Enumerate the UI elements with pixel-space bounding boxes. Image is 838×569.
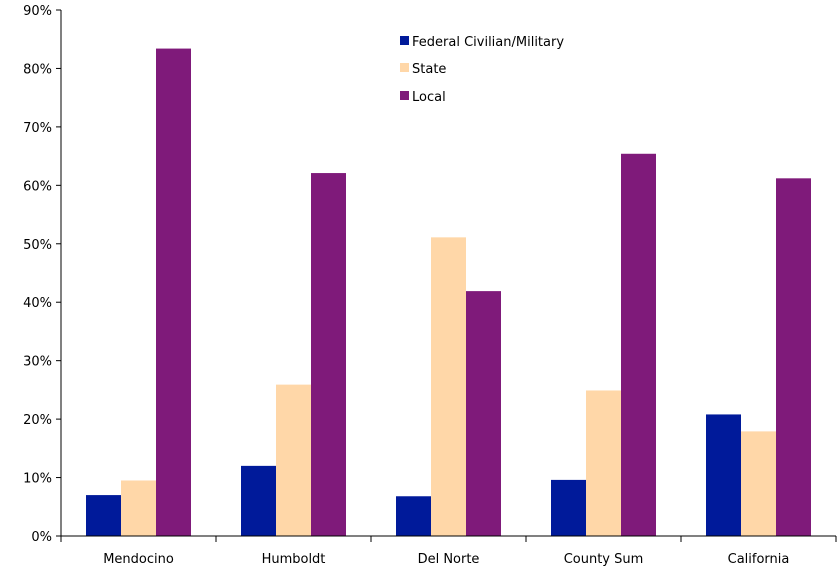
- bar: [776, 178, 811, 536]
- x-tick-label: Del Norte: [418, 552, 480, 567]
- bar: [621, 153, 656, 537]
- y-tick-label: 50%: [23, 238, 52, 253]
- legend-label: Local: [412, 90, 446, 105]
- x-tick-label: County Sum: [564, 552, 644, 567]
- bar: [156, 48, 191, 536]
- y-tick-label: 70%: [23, 121, 52, 136]
- bar: [396, 496, 431, 536]
- legend: Federal Civilian/Military State Local: [400, 35, 564, 105]
- x-axis: Mendocino Humboldt Del Norte County Sum Cali…: [60, 535, 837, 567]
- legend-swatch: [400, 91, 409, 100]
- x-tick-label: Mendocino: [103, 552, 174, 567]
- y-tick-label: 20%: [23, 413, 52, 428]
- y-tick-label: 30%: [23, 355, 52, 370]
- x-tick-label: California: [728, 552, 790, 567]
- y-tick-label: 60%: [23, 179, 52, 194]
- y-tick-label: 40%: [23, 296, 52, 311]
- bar: [121, 480, 156, 536]
- bar: [241, 465, 276, 536]
- y-tick-label: 80%: [23, 62, 52, 77]
- bar: [431, 237, 466, 537]
- bar: [706, 414, 741, 536]
- bar: [741, 431, 776, 536]
- bar: [586, 390, 621, 536]
- y-tick-label: 90%: [23, 4, 52, 19]
- legend-label: State: [412, 62, 446, 77]
- legend-swatch: [400, 36, 409, 45]
- legend-swatch: [400, 63, 409, 72]
- y-tick-label: 0%: [31, 530, 52, 545]
- bars-area: [86, 48, 811, 537]
- y-axis: 0% 10% 20% 30% 40% 50% 60% 70% 80% 90%: [23, 4, 62, 545]
- bar: [466, 291, 501, 536]
- bar: [551, 479, 586, 536]
- y-tick-label: 10%: [23, 472, 52, 487]
- bar: [276, 384, 311, 536]
- bar: [311, 173, 346, 536]
- legend-label: Federal Civilian/Military: [412, 35, 564, 50]
- x-tick-label: Humboldt: [262, 552, 326, 567]
- bar: [86, 495, 121, 536]
